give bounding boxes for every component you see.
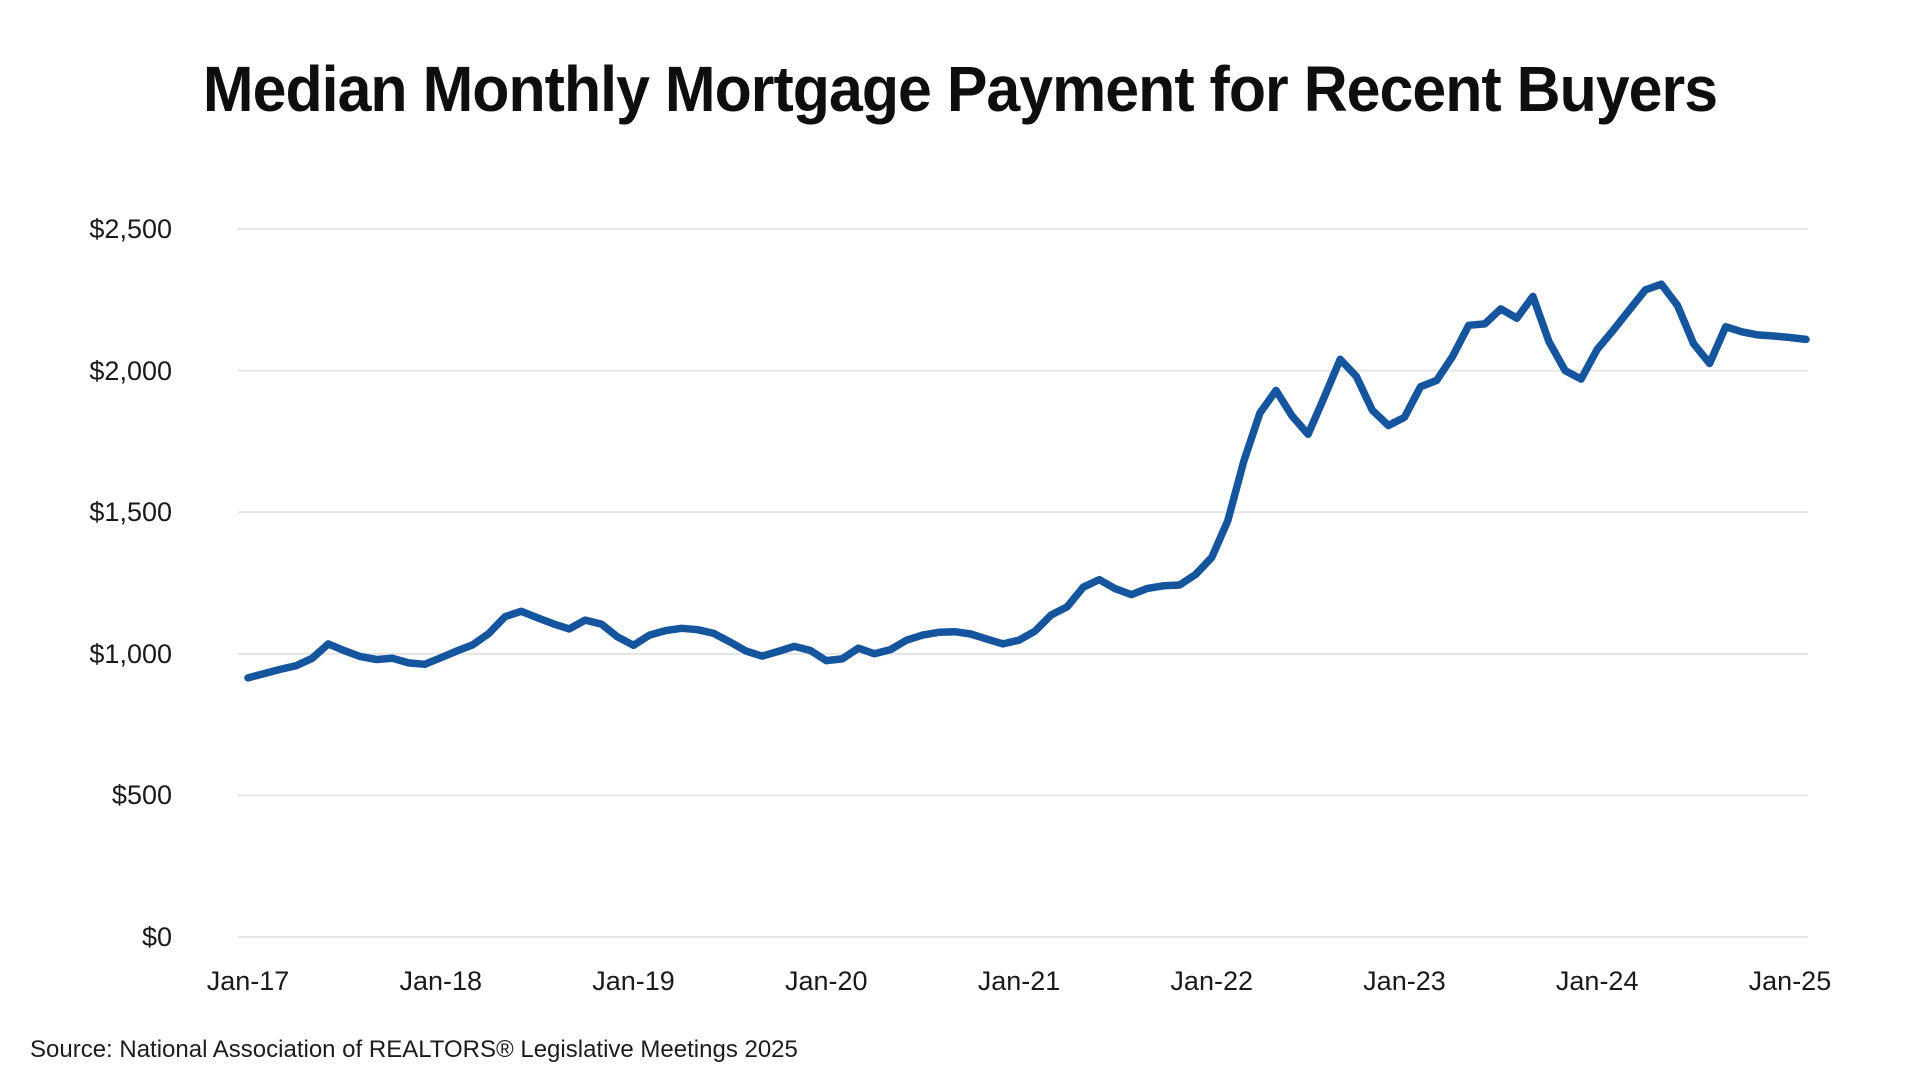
y-axis-tick-label: $2,500 <box>89 214 172 244</box>
gridlines-group <box>238 228 1808 938</box>
chart-title: Median Monthly Mortgage Payment for Rece… <box>202 53 1718 125</box>
source-note: Source: National Association of REALTORS… <box>30 1036 798 1063</box>
x-axis-tick-label: Jan-24 <box>1555 966 1639 996</box>
y-axis-tick-label: $1,000 <box>89 638 172 669</box>
x-axis-tick-label: Jan-23 <box>1363 966 1446 996</box>
x-axis-tick-label: Jan-20 <box>784 966 868 996</box>
y-axis-tick-label: $0 <box>141 922 172 952</box>
x-axis-tick-label: Jan-21 <box>977 966 1061 996</box>
mortgage-payment-line <box>244 280 1810 682</box>
y-axis-tick-label: $500 <box>111 780 172 811</box>
y-axis-tick-label: $1,500 <box>89 497 172 528</box>
y-axis-tick-label: $2,000 <box>89 355 172 386</box>
x-axis-tick-label: Jan-18 <box>399 966 483 996</box>
x-axis-tick-label: Jan-25 <box>1748 966 1832 996</box>
x-axis-tick-label: Jan-17 <box>206 966 290 996</box>
x-axis-tick-label: Jan-19 <box>592 966 675 996</box>
x-axis-tick-label: Jan-22 <box>1170 966 1253 996</box>
